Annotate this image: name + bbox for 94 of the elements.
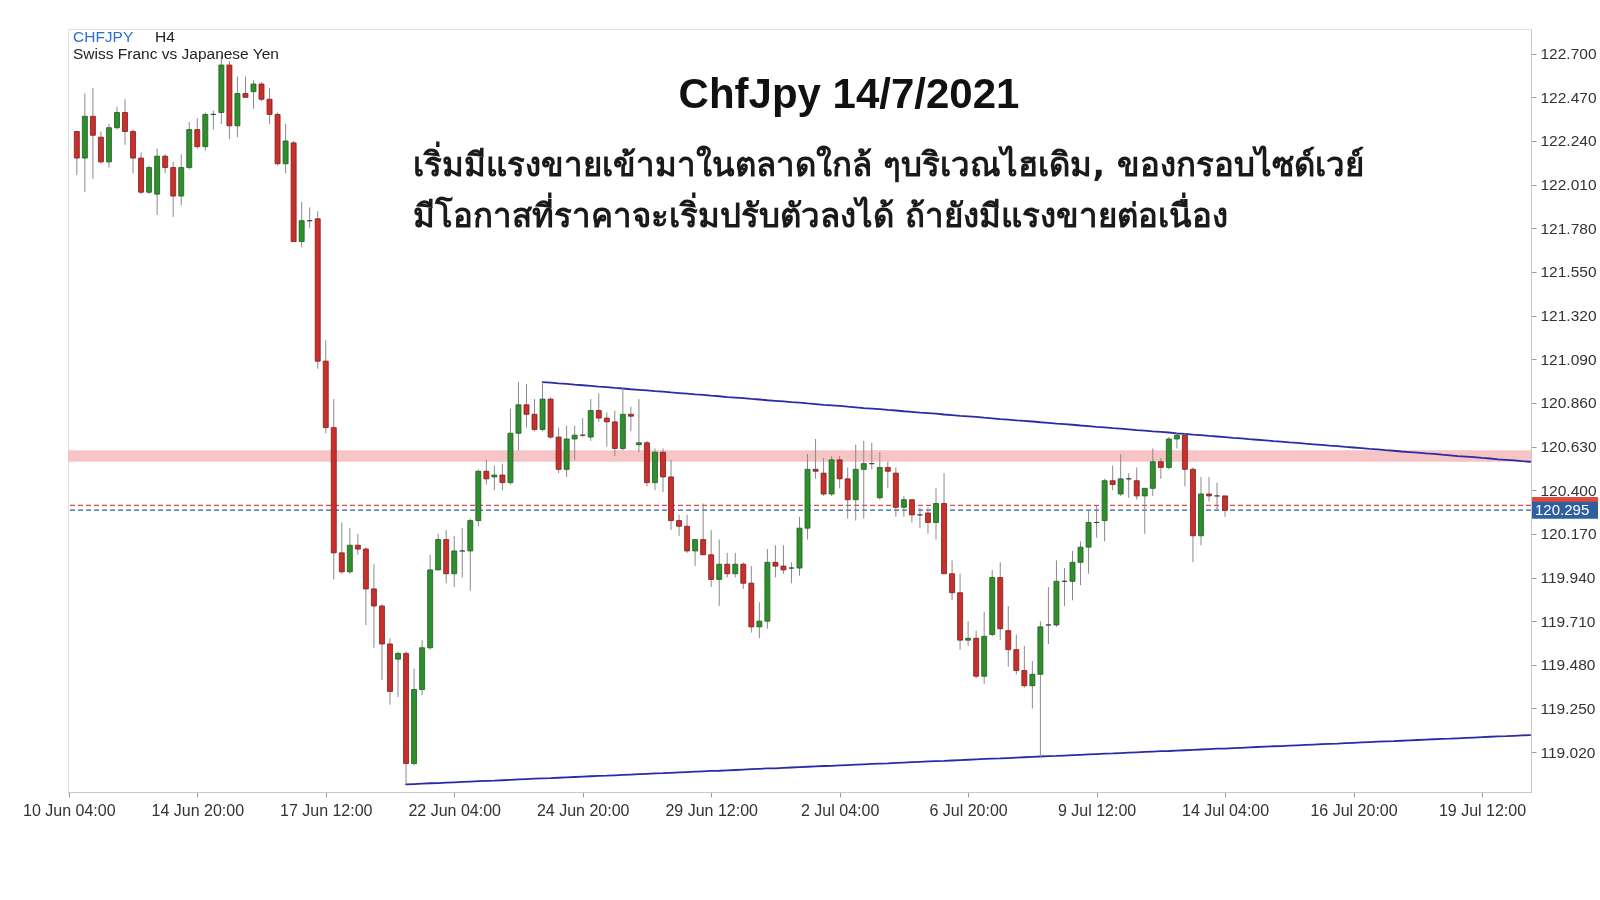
candlestick — [884, 461, 891, 489]
candlestick — [282, 123, 289, 174]
y-tick-label: 122.470 — [1540, 88, 1597, 106]
candlestick — [933, 487, 939, 541]
candlestick — [242, 75, 249, 98]
y-tick-label: 119.480 — [1540, 656, 1596, 674]
y-tick-label: 121.320 — [1540, 307, 1597, 325]
candlestick — [844, 466, 851, 520]
candlestick — [1214, 482, 1220, 512]
candlestick — [162, 153, 169, 174]
candlestick — [1021, 645, 1028, 689]
candlestick — [595, 392, 602, 423]
x-tick-label: 2 Jul 04:00 — [801, 801, 880, 819]
x-tick-label: 6 Jul 20:00 — [929, 801, 1008, 819]
candlestick — [298, 201, 305, 248]
candlestick — [1206, 476, 1212, 503]
candlestick — [571, 425, 578, 461]
candlestick — [700, 503, 707, 556]
candlestick — [917, 506, 923, 529]
candlestick — [716, 539, 723, 607]
candlestick — [788, 561, 795, 584]
x-tick-label: 29 Jun 12:00 — [665, 801, 759, 819]
candlestick — [483, 459, 490, 486]
candlestick — [909, 499, 915, 523]
candlestick — [836, 455, 843, 489]
candlestick — [395, 651, 401, 698]
x-tick-label: 24 Jun 20:00 — [536, 801, 630, 819]
candlestick — [371, 563, 377, 649]
x-tick-label: 14 Jul 04:00 — [1181, 801, 1270, 819]
candlestick — [459, 527, 466, 579]
y-tick-label: 122.240 — [1540, 132, 1597, 150]
x-tick-label: 22 Jun 04:00 — [408, 801, 502, 819]
candlestick — [676, 514, 682, 537]
y-tick-label: 119.710 — [1540, 612, 1596, 630]
candlestick — [499, 463, 506, 491]
line-series — [541, 381, 1532, 463]
candlestick — [900, 495, 907, 518]
candlestick — [1133, 466, 1140, 501]
line-series — [405, 734, 1532, 786]
candlestick — [194, 117, 201, 150]
candlestick — [89, 87, 96, 180]
candlestick — [250, 79, 257, 110]
text: ChfJpy 14/7/2021 — [678, 70, 1020, 117]
candlestick — [1222, 495, 1228, 518]
candlestick — [114, 106, 120, 131]
candlestick — [451, 535, 458, 588]
x-tick-label: 14 Jun 20:00 — [151, 801, 245, 819]
candlestick — [860, 440, 867, 520]
annotation: CHFJPY — [73, 28, 134, 45]
annotation: H4 — [155, 28, 176, 45]
candlestick — [627, 406, 634, 432]
x-tick-label: 19 Jul 12:00 — [1438, 801, 1527, 819]
y-tick-label: 121.550 — [1540, 263, 1597, 281]
y-tick-label: 122.010 — [1540, 176, 1597, 194]
y-tick-label: 119.940 — [1540, 569, 1596, 587]
candlestick — [724, 552, 731, 579]
candlestick — [965, 620, 972, 647]
candlestick — [1157, 457, 1164, 480]
candlestick — [338, 521, 345, 575]
candlestick — [820, 457, 827, 497]
y-tick-label: 120.630 — [1540, 438, 1597, 456]
y-tick-label: 121.090 — [1540, 350, 1597, 368]
text: เริ่มมีแรงขายเข้ามาในตลาดใกล้ ๆบริเวณไฮเดิม, ของกรอบไซด์เวย์ มีโอกาสที่ราคาจะเริ่มปรับตัวลงได้ ถ้ายังมีแรงขายต่อเนื่อง — [413, 141, 1364, 235]
candlestick — [636, 398, 642, 453]
x-tick-label: 9 Jul 12:00 — [1057, 801, 1137, 819]
y-tick-label: 122.700 — [1540, 45, 1597, 63]
y-tick-label: 120.860 — [1540, 394, 1597, 412]
y-tick-label: 119.250 — [1540, 699, 1596, 717]
candlestick — [1045, 586, 1052, 645]
ref-line-label: 120.295 — [1535, 501, 1590, 519]
y-tick-label: 120.400 — [1540, 481, 1597, 499]
x-tick-label: 10 Jun 04:00 — [23, 801, 116, 819]
x-tick-label: 17 Jun 12:00 — [279, 801, 373, 819]
y-tick-label: 121.780 — [1540, 219, 1597, 237]
candlestick — [1109, 465, 1116, 491]
candlestick — [1013, 633, 1020, 675]
candlestick — [1173, 432, 1180, 449]
candlestick — [122, 98, 128, 146]
y-tick-label: 119.020 — [1540, 743, 1596, 761]
candlestick — [491, 465, 498, 491]
y-tick-label: 120.170 — [1540, 525, 1597, 543]
candlestick — [812, 438, 819, 480]
candlestick — [354, 533, 361, 556]
candlestick — [732, 552, 739, 579]
annotation: Swiss Franc vs Japanese Yen — [73, 45, 279, 62]
candlestick — [1141, 487, 1148, 535]
candlestick — [925, 506, 931, 535]
candlestick — [1117, 453, 1124, 497]
candlestick — [1005, 605, 1012, 668]
x-tick-label: 16 Jul 20:00 — [1310, 801, 1398, 819]
candlestick — [949, 559, 955, 601]
candlestick — [692, 539, 699, 567]
candlestick — [740, 561, 747, 590]
candlestick — [603, 411, 610, 448]
